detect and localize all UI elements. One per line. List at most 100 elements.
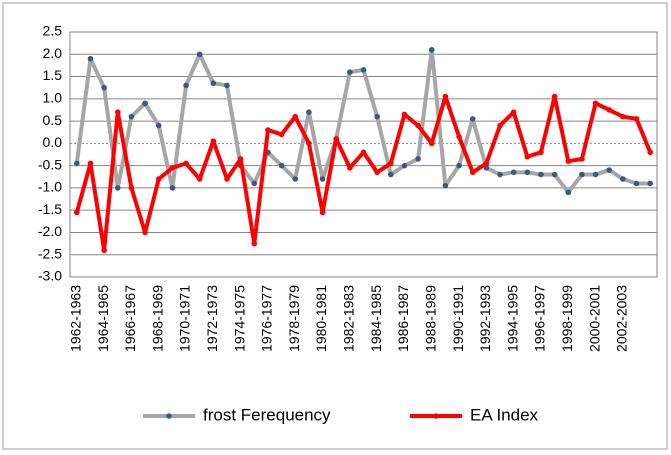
y-tick-label: 2.5	[43, 23, 63, 39]
point-marker	[347, 69, 353, 75]
y-tick-label: 1.5	[43, 67, 63, 83]
point-marker	[456, 133, 462, 140]
point-marker	[633, 180, 640, 187]
x-tick-label: 2000-2001	[586, 285, 602, 352]
point-marker	[87, 160, 94, 167]
point-marker	[196, 51, 203, 58]
point-marker	[620, 113, 626, 120]
x-tick-label: 1986-1987	[395, 285, 411, 352]
point-marker	[606, 107, 613, 113]
point-marker	[101, 247, 107, 254]
point-marker	[183, 160, 189, 167]
y-tick-label: -2.0	[38, 223, 62, 239]
point-marker	[551, 171, 558, 178]
point-marker	[128, 185, 135, 191]
x-tick-label: 1980-1981	[313, 285, 329, 352]
y-tick-label: -1.0	[38, 179, 62, 195]
x-tick-label: 1994-1995	[504, 285, 520, 352]
x-tick-label: 1990-1991	[450, 285, 466, 352]
legend-label: frost Ferequency	[203, 405, 331, 424]
point-marker	[401, 162, 408, 169]
y-tick-label: 1.0	[43, 90, 63, 106]
point-marker	[579, 156, 585, 162]
point-marker	[388, 171, 394, 178]
point-marker	[265, 127, 271, 133]
point-marker	[142, 229, 148, 236]
legend-label: EA Index	[470, 405, 539, 424]
point-marker	[497, 171, 503, 178]
point-marker	[510, 109, 517, 115]
x-tick-label: 1988-1989	[422, 285, 438, 352]
point-marker	[565, 158, 572, 164]
point-marker	[306, 140, 312, 147]
legend-marker	[166, 413, 172, 419]
point-marker	[169, 165, 176, 171]
point-marker	[224, 82, 230, 89]
point-marker	[360, 67, 367, 73]
point-marker	[524, 153, 531, 160]
point-marker	[551, 93, 558, 100]
point-marker	[74, 209, 80, 216]
y-tick-label: 0.5	[43, 112, 63, 128]
y-tick-label: -1.5	[38, 201, 62, 217]
point-marker	[565, 189, 572, 196]
x-tick-label: 1964-1965	[95, 285, 111, 352]
point-marker	[210, 138, 217, 144]
point-marker	[469, 116, 476, 122]
point-marker	[592, 171, 599, 178]
point-marker	[415, 122, 421, 129]
point-marker	[592, 100, 599, 107]
point-marker	[114, 185, 121, 191]
point-marker	[374, 169, 380, 176]
point-marker	[456, 162, 462, 169]
point-marker	[647, 180, 653, 187]
legend-marker	[433, 413, 439, 419]
x-tick-label: 1966-1967	[122, 285, 138, 352]
point-marker	[87, 55, 94, 62]
point-marker	[388, 160, 394, 167]
x-tick-label: 1972-1973	[204, 285, 220, 352]
point-marker	[155, 176, 162, 182]
point-marker	[633, 116, 640, 122]
x-tick-label: 1962-1963	[68, 285, 84, 352]
point-marker	[647, 149, 653, 156]
point-marker	[442, 182, 449, 189]
point-marker	[620, 176, 626, 182]
point-marker	[483, 160, 490, 167]
x-tick-label: 1998-1999	[559, 285, 575, 352]
point-marker	[292, 113, 299, 120]
point-marker	[169, 185, 176, 191]
point-marker	[142, 100, 148, 107]
x-tick-label: 1974-1975	[231, 285, 247, 352]
point-marker	[469, 169, 476, 176]
point-marker	[497, 122, 503, 129]
x-tick-label: 1970-1971	[177, 285, 193, 352]
point-marker	[196, 176, 203, 182]
point-marker	[237, 156, 244, 162]
x-tick-label: 1978-1979	[286, 285, 302, 352]
point-marker	[114, 109, 121, 115]
point-marker	[347, 165, 353, 171]
point-marker	[74, 160, 80, 167]
point-marker	[278, 131, 285, 138]
chart-border	[2, 2, 668, 450]
point-marker	[333, 136, 339, 142]
x-tick-label: 1996-1997	[532, 285, 548, 352]
y-tick-label: 2.0	[43, 45, 63, 61]
point-marker	[183, 82, 189, 89]
x-tick-label: 1968-1969	[149, 285, 165, 352]
y-tick-label: -3.0	[38, 268, 62, 284]
point-marker	[415, 156, 421, 162]
x-tick-label: 1976-1977	[259, 285, 275, 352]
point-marker	[128, 113, 135, 120]
point-marker	[319, 176, 326, 182]
y-tick-label: -2.5	[38, 245, 62, 261]
point-marker	[306, 109, 312, 115]
y-tick-label: -0.5	[38, 156, 62, 172]
point-marker	[251, 240, 258, 247]
point-marker	[428, 47, 435, 53]
point-marker	[360, 149, 367, 156]
point-marker	[524, 169, 531, 176]
point-marker	[538, 171, 544, 178]
